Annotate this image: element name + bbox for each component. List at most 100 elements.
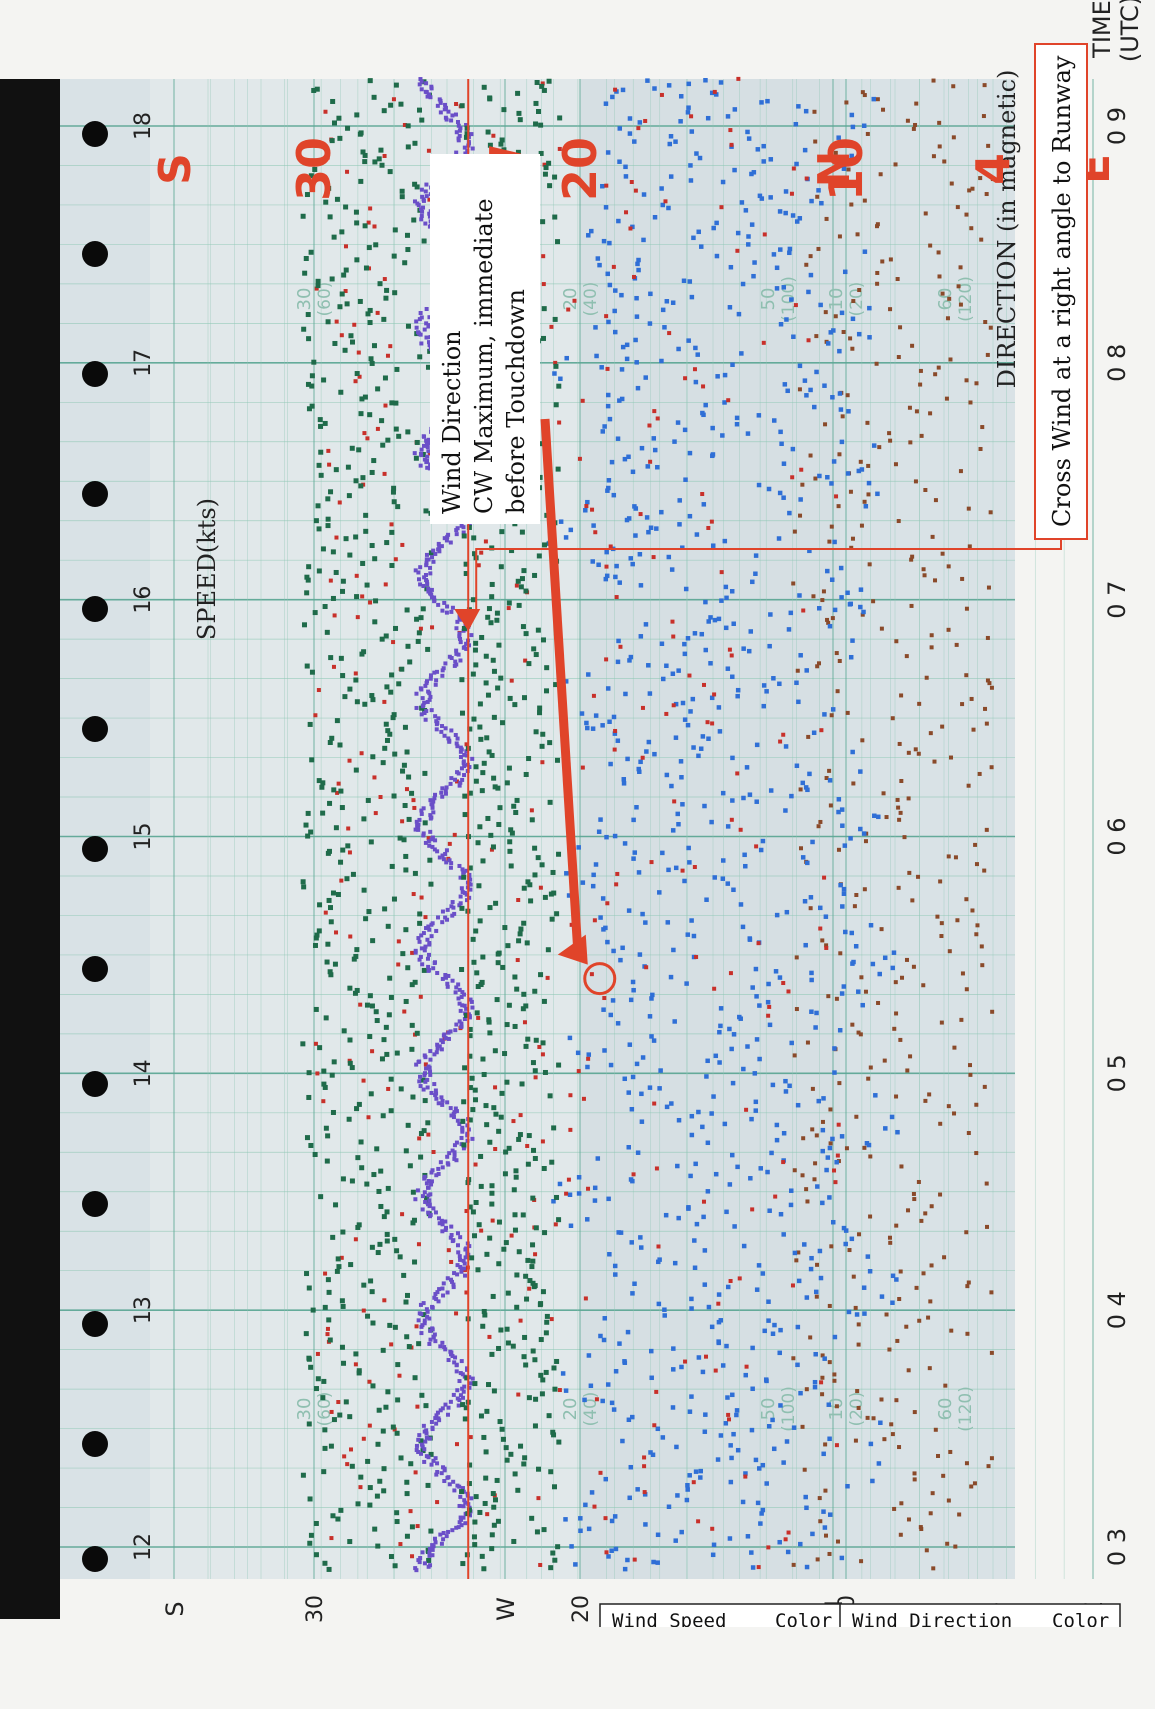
data-point <box>410 950 415 955</box>
data-point <box>757 1466 762 1471</box>
data-point <box>329 735 335 741</box>
data-point <box>720 1363 726 1368</box>
data-point <box>696 753 701 759</box>
data-point <box>444 848 449 853</box>
data-point <box>364 582 370 588</box>
data-point <box>461 759 466 764</box>
data-point <box>568 1223 574 1229</box>
data-point <box>777 1539 782 1545</box>
data-point <box>652 751 657 757</box>
data-point <box>436 1171 441 1176</box>
data-point <box>458 1235 463 1240</box>
data-point <box>474 970 480 976</box>
data-point <box>331 664 336 669</box>
data-point <box>371 458 377 464</box>
data-point <box>349 1463 355 1469</box>
data-point <box>676 1117 682 1123</box>
data-point <box>954 642 959 647</box>
data-point <box>349 445 355 451</box>
data-point <box>753 966 759 972</box>
data-point <box>367 1423 372 1428</box>
data-point <box>384 287 390 293</box>
data-point <box>483 1103 489 1109</box>
data-point <box>750 1386 755 1392</box>
data-point <box>705 115 711 121</box>
data-point <box>683 477 688 482</box>
data-point <box>327 214 333 220</box>
data-point <box>516 1392 521 1397</box>
data-point <box>340 1176 346 1182</box>
data-point <box>740 281 746 287</box>
data-point <box>348 1262 354 1268</box>
data-point <box>745 129 750 135</box>
data-point <box>638 512 643 517</box>
data-point <box>601 1007 606 1012</box>
data-point <box>367 412 373 418</box>
data-point <box>874 361 879 366</box>
data-point <box>422 1098 428 1104</box>
data-point <box>974 932 979 937</box>
data-point <box>754 742 760 748</box>
data-point <box>369 1003 375 1009</box>
callout-circle <box>583 962 617 996</box>
data-point <box>604 834 609 840</box>
data-point <box>370 938 376 944</box>
data-point <box>443 661 448 666</box>
data-point <box>607 240 612 246</box>
data-point <box>834 1404 839 1409</box>
data-point <box>899 1501 904 1506</box>
data-point <box>348 934 353 939</box>
data-point <box>517 931 523 937</box>
data-point <box>309 403 315 409</box>
data-point <box>928 411 933 416</box>
data-point <box>419 217 424 222</box>
data-point <box>534 1529 540 1535</box>
data-point <box>305 381 311 387</box>
data-point <box>491 668 497 674</box>
data-point <box>340 588 346 594</box>
data-point <box>632 1557 637 1562</box>
data-point <box>418 565 423 570</box>
data-point <box>865 1415 870 1420</box>
callout-text-line: before Touchdown <box>502 289 530 514</box>
data-point <box>433 1456 438 1461</box>
data-point <box>938 1121 943 1126</box>
data-point <box>778 1403 783 1408</box>
data-point <box>433 792 438 797</box>
data-point <box>631 1172 636 1177</box>
data-point <box>735 771 740 776</box>
data-point <box>486 606 492 612</box>
data-point <box>812 1177 817 1182</box>
data-point <box>423 89 428 94</box>
data-point <box>422 327 427 332</box>
data-point <box>321 1068 327 1074</box>
data-point <box>865 420 870 425</box>
data-point <box>469 633 474 638</box>
data-point <box>626 1090 631 1095</box>
data-point <box>615 871 620 876</box>
data-point <box>742 852 747 858</box>
data-point <box>315 1071 320 1076</box>
data-point <box>420 696 425 701</box>
data-point <box>626 454 631 460</box>
data-point <box>452 1156 457 1161</box>
data-point <box>723 625 729 631</box>
data-point <box>460 777 465 782</box>
data-point <box>531 646 537 652</box>
data-point <box>845 393 850 398</box>
data-point <box>449 904 454 909</box>
data-point <box>803 108 809 114</box>
data-point <box>339 1344 345 1350</box>
data-point <box>391 499 397 505</box>
data-point <box>989 1456 994 1461</box>
data-point <box>388 102 394 108</box>
data-point <box>813 1351 818 1357</box>
data-point <box>713 1053 719 1059</box>
data-point <box>523 1362 529 1368</box>
data-point <box>363 265 369 271</box>
data-point <box>617 126 623 131</box>
data-point <box>448 781 453 786</box>
data-point <box>822 1525 828 1530</box>
data-point <box>437 97 442 102</box>
data-point <box>320 1395 326 1401</box>
